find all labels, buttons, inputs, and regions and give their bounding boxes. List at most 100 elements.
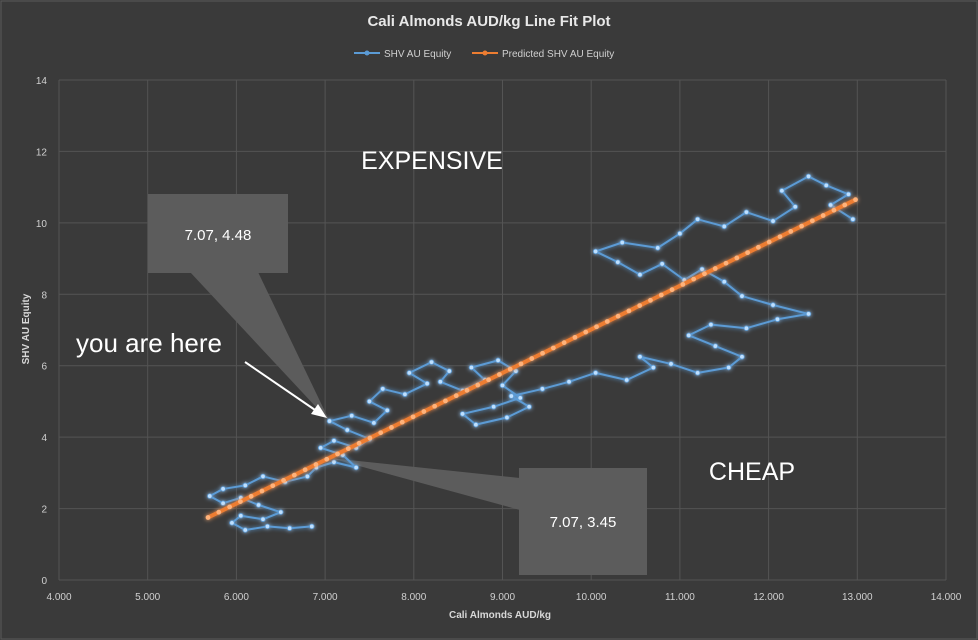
x-tick-label: 4.000 [46, 592, 71, 603]
data-point-predicted [831, 207, 837, 213]
data-point-actual [637, 271, 643, 278]
x-tick-label: 7.000 [313, 592, 338, 603]
data-point-actual [739, 293, 745, 299]
data-point-actual [344, 427, 350, 433]
legend-label-predicted: Predicted SHV AU Equity [502, 49, 614, 60]
y-tick-label: 6 [41, 362, 47, 373]
data-point-predicted [745, 250, 751, 256]
data-point-actual [286, 525, 293, 531]
data-point-predicted [486, 377, 492, 383]
x-tick-label: 11.000 [665, 592, 695, 603]
data-point-predicted [648, 297, 653, 303]
data-point-actual [779, 188, 785, 194]
data-point-predicted [237, 499, 243, 505]
x-tick-label: 8.000 [401, 592, 426, 603]
y-tick-label: 12 [36, 147, 48, 158]
data-point-actual [260, 473, 266, 480]
data-point-predicted [399, 419, 405, 425]
data-point-predicted [216, 509, 222, 515]
data-point-predicted [734, 255, 740, 261]
data-point-actual [331, 438, 337, 444]
chart-title: Cali Almonds AUD/kg Line Fit Plot [367, 13, 610, 30]
data-point-predicted [799, 223, 804, 229]
data-point-actual [309, 523, 315, 530]
data-point-actual [517, 395, 523, 401]
you-are-here-label: you are here [76, 328, 222, 358]
data-point-predicted [669, 287, 675, 293]
data-point-actual [650, 364, 656, 371]
data-point-actual [468, 364, 475, 371]
data-point-actual [371, 420, 377, 426]
expensive-label: EXPENSIVE [361, 147, 503, 175]
x-tick-label: 13.000 [842, 592, 873, 603]
data-point-actual [264, 523, 271, 530]
data-point-actual [437, 379, 444, 385]
data-point-predicted [367, 435, 373, 441]
data-point-actual [770, 218, 776, 224]
data-point-actual [566, 379, 572, 385]
data-point-actual [615, 259, 621, 265]
data-point-predicted [809, 218, 815, 224]
data-point-actual [331, 459, 337, 465]
legend-label-actual: SHV AU Equity [384, 49, 451, 60]
data-point-predicted [604, 319, 610, 324]
data-point-actual [712, 343, 719, 349]
data-point-actual [278, 509, 284, 515]
data-point-actual [659, 261, 665, 267]
data-point-actual [495, 357, 501, 364]
data-point-predicted [335, 451, 340, 457]
callout-lower: 7.07, 3.45 [330, 458, 647, 575]
data-point-predicted [324, 456, 330, 462]
data-point-actual [260, 516, 266, 522]
data-point-actual [827, 202, 834, 208]
data-point-actual [845, 191, 852, 197]
data-point-predicted [583, 329, 589, 335]
data-point-predicted [820, 213, 826, 218]
data-point-predicted [443, 398, 448, 404]
data-point-predicted [432, 403, 438, 409]
y-tick-label: 2 [41, 505, 47, 516]
data-point-predicted [302, 467, 308, 473]
data-point-actual [238, 513, 244, 519]
data-point-actual [655, 245, 661, 251]
data-point-actual [721, 279, 727, 285]
series-actual [207, 173, 856, 533]
data-point-actual [770, 302, 776, 308]
data-point-actual [402, 391, 408, 397]
gridlines [58, 79, 947, 581]
data-point-actual [473, 421, 479, 428]
data-point-actual [677, 230, 683, 237]
data-point-predicted [626, 308, 632, 314]
callout-lower-text: 7.07, 3.45 [550, 514, 617, 531]
data-point-actual [304, 473, 311, 480]
x-axis-ticks: 4.000 5.000 6.000 7.000 8.000 9.000 10.000 11.0… [46, 592, 961, 603]
data-point-predicted [691, 276, 697, 282]
data-point-actual [743, 209, 750, 215]
data-point-predicted [227, 504, 232, 510]
data-point-predicted [291, 472, 297, 478]
callout-upper-box [148, 194, 288, 273]
data-point-actual [424, 380, 430, 387]
data-point-actual [694, 370, 701, 376]
data-point-predicted [378, 430, 384, 436]
data-point-actual [850, 216, 856, 222]
data-point-actual [694, 216, 701, 222]
data-point-actual [353, 464, 359, 471]
callout-upper-text: 7.07, 4.48 [185, 227, 252, 244]
data-point-predicted [270, 483, 276, 489]
y-tick-label: 8 [41, 290, 47, 301]
x-tick-label: 14.000 [931, 592, 962, 603]
data-point-predicted [313, 462, 319, 467]
data-point-actual [725, 364, 732, 371]
data-point-predicted [615, 313, 621, 319]
data-point-actual [623, 377, 630, 383]
data-point-predicted [658, 292, 664, 298]
data-point-predicted [702, 271, 707, 277]
y-axis-label: SHV AU Equity [21, 293, 32, 364]
data-point-predicted [594, 324, 599, 330]
data-point-predicted [496, 372, 502, 377]
data-point-predicted [540, 350, 545, 356]
data-point-predicted [345, 446, 351, 452]
data-point-predicted [410, 414, 416, 420]
